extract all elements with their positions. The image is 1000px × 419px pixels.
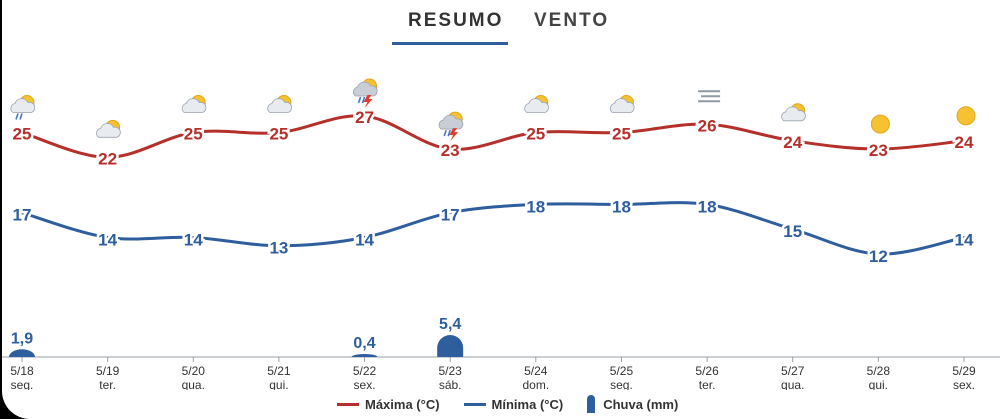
date-tick-label: 5/18 (10, 364, 34, 378)
min-temp-label: 14 (955, 230, 974, 249)
tab-resumo[interactable]: RESUMO (408, 10, 504, 31)
min-temp-label: 17 (441, 206, 460, 225)
min-temp-label: 14 (98, 230, 117, 249)
date-tick-label: 5/24 (524, 364, 548, 378)
date-tick-label: 5/21 (267, 364, 291, 378)
partly-cloudy-icon (181, 95, 207, 113)
min-temp-label: 13 (269, 239, 288, 258)
weekday-tick-label: qua. (781, 378, 804, 390)
sun-icon (870, 114, 890, 134)
legend-item-min: Mínima (°C) (463, 396, 564, 412)
weekday-tick-label: qui. (869, 378, 888, 390)
date-tick-label: 5/22 (353, 364, 377, 378)
partly-cloudy-icon (781, 103, 806, 122)
rain-value-label: 0,4 (353, 335, 375, 352)
max-temp-label: 22 (98, 149, 117, 168)
partly-cloudy-icon (609, 95, 635, 113)
weekday-tick-label: ter. (99, 378, 116, 390)
min-temp-line (20, 201, 966, 256)
legend-label-rain: Chuva (mm) (603, 396, 679, 412)
thunderstorm-sun-icon (353, 78, 378, 108)
weekday-tick-label: ter. (699, 378, 716, 390)
legend-label-min: Mínima (°C) (491, 396, 564, 412)
rain-bar (351, 354, 378, 357)
min-temp-label: 15 (783, 222, 802, 241)
partly-cloudy-icon (524, 95, 549, 113)
date-tick-label: 5/20 (182, 364, 206, 378)
weekday-tick-label: qua. (182, 378, 205, 390)
max-temp-label: 25 (269, 125, 288, 144)
weekday-tick-label: sex. (354, 378, 376, 390)
max-temp-line (20, 114, 966, 159)
weekday-tick-label: seg. (11, 378, 34, 390)
date-tick-label: 5/28 (867, 364, 891, 378)
date-tick-label: 5/19 (96, 364, 120, 378)
legend-line-max (337, 402, 359, 406)
tab-vento[interactable]: VENTO (534, 10, 610, 31)
max-temp-label: 25 (612, 125, 631, 144)
sun-icon (956, 106, 976, 126)
min-temp-label: 14 (355, 230, 374, 249)
max-temp-label: 23 (441, 141, 460, 160)
legend-bar-rain (587, 395, 596, 413)
weekday-tick-label: seg. (610, 378, 633, 390)
min-temp-label: 17 (13, 206, 32, 225)
min-temp-label: 18 (526, 197, 545, 216)
legend-item-rain: Chuva (mm) (587, 395, 678, 413)
rain-value-label: 1,9 (11, 330, 33, 347)
max-temp-label: 24 (783, 133, 802, 152)
date-tick-label: 5/25 (610, 364, 634, 378)
thunderstorm-sun-icon (438, 111, 464, 142)
partly-cloudy-icon (267, 95, 292, 113)
min-temp-label: 12 (869, 247, 888, 266)
max-temp-label: 25 (526, 125, 545, 144)
min-temp-label: 18 (612, 197, 631, 216)
weekday-tick-label: sex. (953, 378, 975, 390)
active-tab-indicator (392, 42, 508, 45)
legend-label-max: Máxima (°C) (365, 396, 440, 412)
date-tick-label: 5/23 (439, 364, 463, 378)
partly-cloudy-icon (96, 119, 121, 138)
fog-icon (698, 90, 721, 103)
chart-legend: Máxima (°C) Mínima (°C) Chuva (mm) (337, 393, 702, 415)
rain-cloud-sun-icon (10, 95, 36, 120)
forecast-chart: 25 22 25 25 27 23 25 25 26 24 23 24 17 14 14 13 14 17 18 18… (2, 78, 1000, 390)
date-tick-label: 5/26 (695, 364, 719, 378)
max-temp-label: 25 (184, 125, 203, 144)
rain-value-label: 5,4 (439, 316, 461, 333)
max-temp-label: 25 (13, 125, 32, 144)
legend-item-max: Máxima (°C) (337, 397, 440, 412)
date-tick-label: 5/27 (781, 364, 805, 378)
date-tick-label: 5/29 (952, 364, 976, 378)
max-temp-label: 27 (355, 108, 374, 127)
max-temp-label: 26 (698, 116, 717, 135)
rain-bar (437, 335, 464, 357)
legend-line-min (463, 402, 486, 406)
max-temp-label: 23 (869, 141, 888, 160)
rain-bar (9, 349, 35, 357)
min-temp-label: 14 (184, 230, 203, 249)
weekday-tick-label: dom. (522, 378, 549, 390)
weekday-tick-label: sáb. (439, 378, 462, 390)
weekday-tick-label: qui. (269, 378, 288, 390)
max-temp-label: 24 (955, 133, 974, 152)
min-temp-label: 18 (698, 197, 717, 216)
